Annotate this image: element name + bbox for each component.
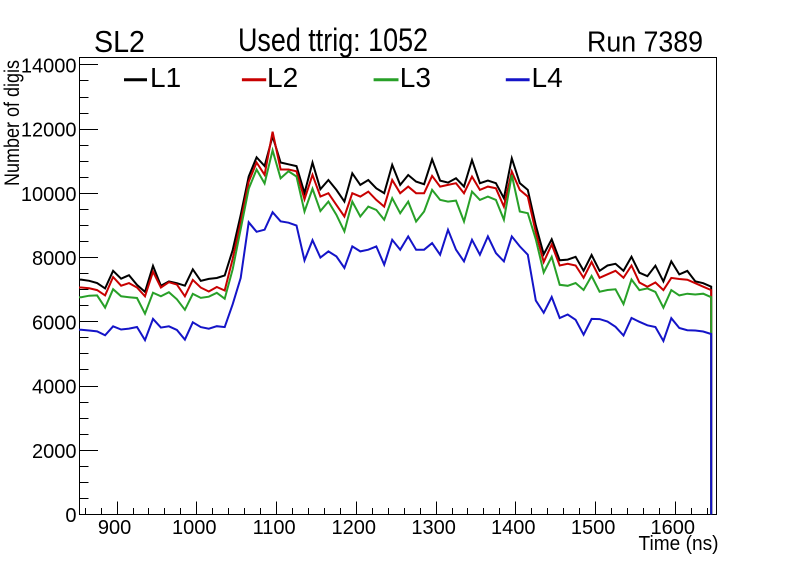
- svg-text:1000: 1000: [172, 517, 217, 539]
- svg-text:8000: 8000: [32, 248, 77, 270]
- svg-text:Run 7389: Run 7389: [587, 27, 703, 59]
- svg-text:Time (ns): Time (ns): [639, 533, 719, 555]
- svg-text:SL2: SL2: [94, 24, 145, 59]
- svg-text:10000: 10000: [21, 184, 77, 206]
- svg-text:L1: L1: [150, 62, 181, 93]
- svg-text:2000: 2000: [32, 441, 77, 463]
- svg-text:1600: 1600: [651, 517, 696, 539]
- svg-text:1100: 1100: [253, 517, 296, 539]
- svg-text:Number of digis: Number of digis: [1, 60, 24, 186]
- svg-text:900: 900: [98, 517, 131, 539]
- svg-text:1300: 1300: [411, 517, 456, 539]
- svg-text:14000: 14000: [21, 55, 77, 77]
- svg-text:6000: 6000: [32, 312, 77, 334]
- svg-text:12000: 12000: [21, 120, 77, 142]
- svg-text:L2: L2: [267, 62, 298, 93]
- svg-text:Used ttrig: 1052: Used ttrig: 1052: [238, 22, 428, 58]
- svg-text:4000: 4000: [32, 377, 77, 399]
- svg-text:1200: 1200: [332, 517, 377, 539]
- svg-text:0: 0: [65, 505, 76, 527]
- svg-text:1500: 1500: [571, 517, 616, 539]
- svg-text:L4: L4: [532, 62, 563, 93]
- svg-text:1400: 1400: [491, 517, 536, 539]
- svg-text:L3: L3: [400, 62, 431, 93]
